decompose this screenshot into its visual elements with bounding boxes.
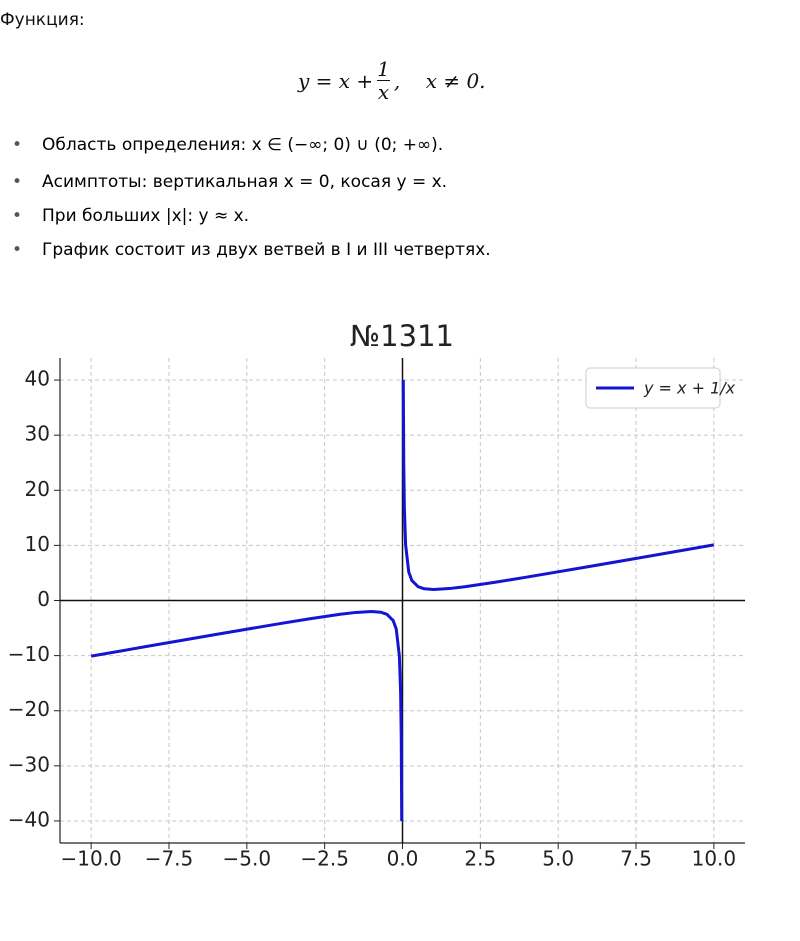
y-tick-label: −20 [8, 697, 50, 721]
denominator: x [377, 80, 390, 104]
bullet-text: Область определения: x ∈ (−∞; 0) ∪ (0; +… [42, 135, 444, 155]
numerator: 1 [377, 57, 390, 81]
y-tick-label: 10 [25, 532, 50, 556]
y-tick-label: −30 [8, 752, 50, 776]
y-tick-label: 40 [25, 367, 50, 391]
x-tick-label: −10.0 [60, 847, 121, 871]
bullet-text: Асимптоты: вертикальная x = 0, косая y =… [42, 172, 448, 192]
y-tick-label: −10 [8, 642, 50, 666]
formula-lhs: y = x + [298, 68, 374, 93]
x-tick-label: 7.5 [620, 847, 652, 871]
x-tick-label: 0.0 [387, 847, 419, 871]
y-tick-label: 30 [25, 422, 50, 446]
x-tick-label: 10.0 [692, 847, 737, 871]
y-tick-label: 20 [25, 477, 50, 501]
legend-box [585, 367, 721, 409]
x-tick-label: 5.0 [542, 847, 574, 871]
chart-title: №1311 [350, 319, 454, 353]
legend-label: y = x + 1/x [643, 379, 736, 398]
bullet-text: При больших |x|: y ≈ x. [42, 206, 250, 226]
x-tick-label: −5.0 [223, 847, 272, 871]
x-tick-label: −7.5 [145, 847, 194, 871]
bullet-text: График состоит из двух ветвей в I и III … [42, 240, 491, 260]
series-line [90, 379, 715, 822]
y-tick-label: −40 [8, 807, 50, 831]
x-tick-label: 2.5 [464, 847, 496, 871]
header-title: Функция: [0, 10, 85, 30]
y-tick-label: 0 [37, 587, 50, 611]
formula-rest: , x ≠ 0. [393, 68, 486, 93]
x-tick-label: −2.5 [300, 847, 349, 871]
